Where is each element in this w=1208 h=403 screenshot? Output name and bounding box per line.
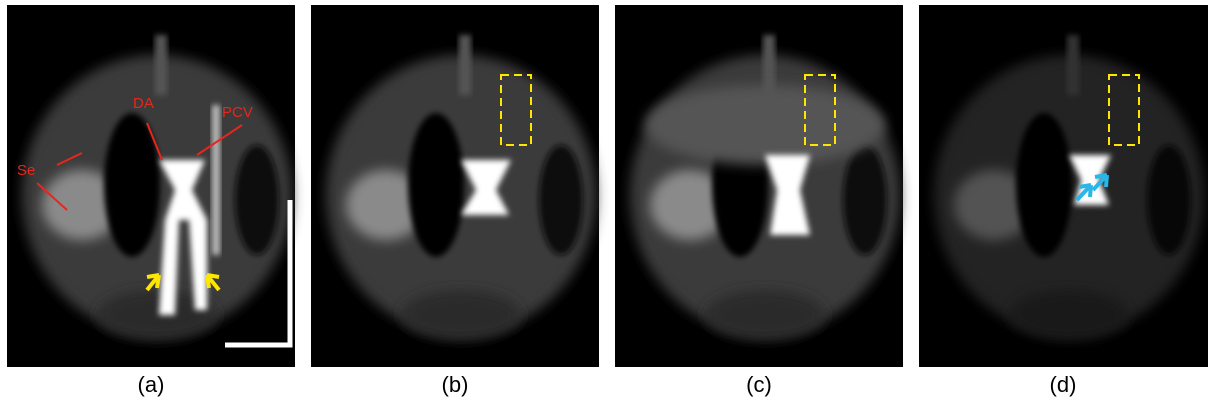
label-pcv: PCV (222, 104, 253, 121)
panel-d (919, 5, 1208, 367)
page: Se DA PCV (a) (b) (c) (d) (() => { const… (0, 0, 1208, 403)
caption: (d) (1050, 372, 1077, 397)
caption: (c) (746, 372, 772, 397)
figure: Se DA PCV (a) (b) (c) (d) (0, 0, 1208, 403)
label-da: DA (133, 95, 154, 112)
label-se: Se (17, 162, 35, 179)
panel-b (311, 5, 599, 367)
panel-a: Se DA PCV (7, 5, 295, 367)
panel-c (615, 5, 903, 367)
caption: (b) (442, 372, 469, 397)
caption: (a) (138, 372, 165, 397)
